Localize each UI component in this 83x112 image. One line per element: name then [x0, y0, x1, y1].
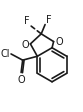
Text: Cl: Cl [1, 49, 10, 59]
Text: F: F [46, 15, 51, 25]
Text: O: O [21, 39, 29, 49]
Text: F: F [24, 16, 30, 26]
Text: O: O [55, 37, 63, 47]
Text: O: O [17, 74, 25, 84]
